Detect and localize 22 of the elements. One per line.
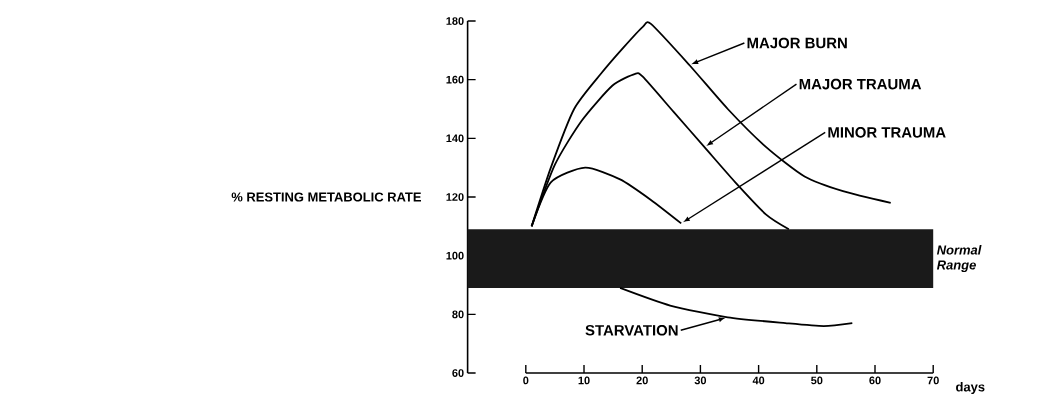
y-tick-label: 180 <box>446 17 464 25</box>
x-tick-label: 20 <box>636 376 648 385</box>
x-tick-label: 60 <box>869 376 881 385</box>
series-label: STARVATION <box>585 324 678 336</box>
x-tick-label: 70 <box>927 376 939 385</box>
x-tick-label: 0 <box>523 376 529 385</box>
x-tick-label: 30 <box>694 376 707 385</box>
y-tick-label: 140 <box>446 134 464 143</box>
legend-label: MAJOR BURN <box>747 37 847 49</box>
band-label: Normal Range <box>936 245 982 273</box>
x-tick-label: 10 <box>578 376 590 385</box>
y-tick-label: 60 <box>452 369 464 377</box>
y-tick-label: 160 <box>446 75 464 84</box>
text: MAJOR TRAUMA <box>799 78 922 90</box>
y-tick-label: 120 <box>446 193 464 201</box>
x-axis-title: days <box>956 381 985 395</box>
x-tick-label: 50 <box>811 376 823 385</box>
y-axis-title: % RESTING METABOLIC RATE <box>231 192 421 202</box>
y-tick-label: 100 <box>446 251 464 260</box>
x-tick-label: 40 <box>752 376 765 385</box>
y-tick-label: 80 <box>452 310 464 319</box>
text: MINOR TRAUMA <box>828 127 946 138</box>
